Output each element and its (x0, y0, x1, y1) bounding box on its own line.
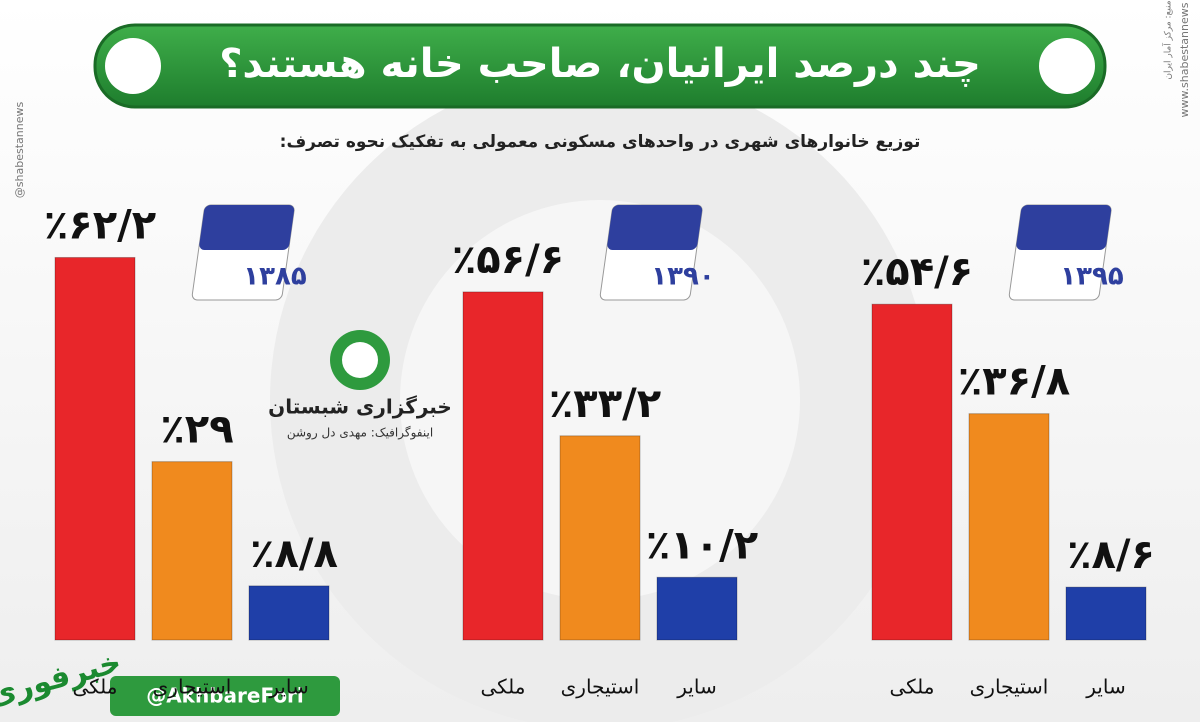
category-label: ملکی (480, 675, 525, 699)
calendar-top (199, 205, 295, 250)
category-label: سایر (268, 675, 308, 699)
bar (462, 291, 544, 641)
handle-box (110, 676, 340, 716)
category-label: استیجاری (970, 675, 1049, 699)
bar (151, 461, 233, 641)
value-label: ٪۸/۸ (250, 531, 338, 577)
bar (1065, 586, 1147, 641)
value-label: ٪۲۹ (160, 407, 233, 453)
value-label: ٪۵۶/۶ (452, 237, 564, 283)
social: @shabestannews (13, 102, 26, 199)
category-label: سایر (1085, 675, 1125, 699)
chart-title: چند درصد ایرانیان، صاحب خانه هستند؟ (219, 41, 981, 87)
category-label: استیجاری (561, 675, 640, 699)
category-label: استیجاری (153, 675, 232, 699)
category-label: ملکی (72, 675, 117, 699)
bar (248, 585, 330, 641)
agency-name: خبرگزاری شبستان (268, 395, 452, 419)
bar (54, 256, 136, 641)
bar (559, 435, 641, 641)
calendar-top (607, 205, 703, 250)
calendar-top (1016, 205, 1112, 250)
value-label: ٪۳۶/۸ (958, 359, 1070, 405)
value-label: ٪۵۴/۶ (861, 249, 973, 295)
category-label: ملکی (889, 675, 934, 699)
year-label: ۱۳۹۵ (1060, 262, 1124, 292)
bar (871, 303, 953, 641)
handle: @AkhbareFori (146, 684, 304, 708)
chart-subtitle: توزیع خانوارهای شهری در واحدهای مسکونی م… (280, 132, 921, 152)
source: منبع: مرکز آمار ایران (1162, 0, 1174, 79)
plot: ۱۳۸۵ ٪۶۲/۲ ملکی ٪۲۹ استیجاری ٪۸/۸ سایر ۱۳۹۰ ٪۵۶/… (44, 202, 1155, 698)
credit: اینفوگرافیک: مهدی دل روشن (287, 426, 433, 441)
value-label: ٪۶۲/۲ (44, 202, 156, 248)
value-label: ٪۳۳/۲ (549, 381, 661, 427)
value-label: ٪۸/۶ (1067, 532, 1155, 578)
logo-right (1039, 38, 1095, 94)
bar (656, 576, 738, 641)
category-label: سایر (676, 675, 716, 699)
value-label: ٪۱۰/۲ (646, 522, 758, 568)
title-banner (93, 23, 1107, 109)
logo-left (105, 38, 161, 94)
bar (968, 413, 1050, 641)
site: www.shabestannews (1178, 2, 1191, 117)
year-label: ۱۳۸۵ (243, 262, 307, 292)
agency-logo-inner (342, 342, 378, 378)
year-label: ۱۳۹۰ (651, 262, 714, 292)
